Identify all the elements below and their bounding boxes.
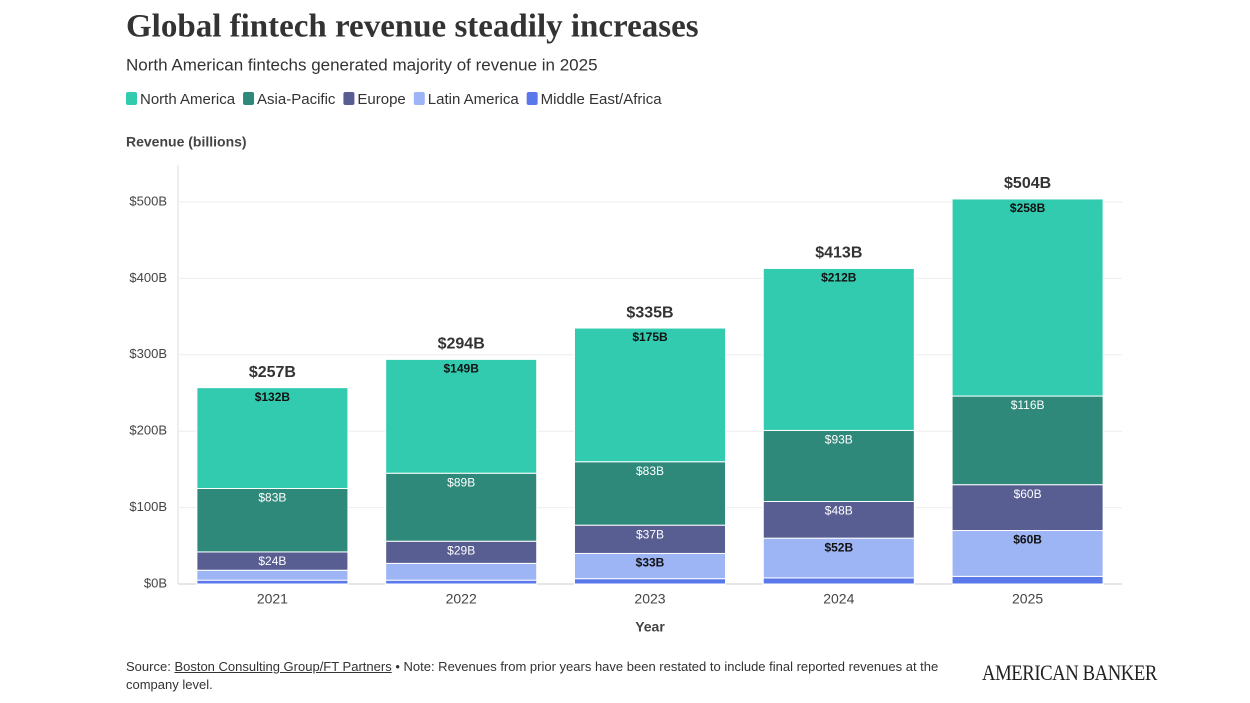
bar-segment bbox=[385, 579, 538, 585]
bar-segment bbox=[762, 500, 915, 539]
data-label: $149B bbox=[444, 362, 480, 376]
bar-segment bbox=[762, 577, 915, 585]
total-label: $257B bbox=[249, 364, 296, 381]
data-label: $37B bbox=[636, 527, 664, 541]
bar-segment bbox=[385, 358, 538, 474]
bar-segment bbox=[951, 530, 1104, 577]
bar-segment bbox=[762, 267, 915, 431]
y-tick-label: $200B bbox=[129, 423, 167, 438]
bar-segment bbox=[951, 575, 1104, 585]
chart-subtitle: North American fintechs generated majori… bbox=[126, 55, 598, 74]
bar-segment bbox=[762, 537, 915, 579]
total-label: $294B bbox=[438, 336, 485, 353]
bar-segment bbox=[196, 579, 349, 585]
legend-swatch bbox=[413, 92, 425, 105]
bar-segment bbox=[385, 472, 538, 542]
y-tick-label: $0B bbox=[144, 575, 167, 590]
y-tick-label: $100B bbox=[129, 499, 167, 514]
bar-segment bbox=[573, 327, 727, 463]
y-tick-label: $400B bbox=[129, 270, 167, 285]
bar-segment bbox=[951, 198, 1104, 397]
data-label: $83B bbox=[258, 491, 286, 505]
data-label: $60B bbox=[1013, 533, 1042, 547]
data-label: $48B bbox=[825, 504, 853, 518]
total-label: $335B bbox=[626, 304, 673, 321]
x-tick-label: 2024 bbox=[823, 591, 854, 607]
data-label: $89B bbox=[447, 475, 475, 489]
legend-label: Latin America bbox=[428, 91, 520, 108]
total-label: $504B bbox=[1004, 175, 1051, 192]
data-label: $60B bbox=[1014, 487, 1042, 501]
brand-logo: AMERICAN BANKER bbox=[982, 660, 1157, 685]
bar-segment bbox=[196, 387, 349, 490]
data-label: $83B bbox=[636, 464, 664, 478]
legend-label: Asia-Pacific bbox=[257, 91, 336, 108]
x-tick-label: 2023 bbox=[634, 591, 665, 607]
chart-title: Global fintech revenue steadily increase… bbox=[126, 9, 699, 45]
source-prefix: Source: bbox=[126, 659, 171, 674]
source-link[interactable]: Boston Consulting Group/FT Partners bbox=[174, 659, 392, 674]
legend-swatch bbox=[526, 92, 538, 105]
bar-segment bbox=[196, 569, 349, 581]
data-label: $132B bbox=[255, 390, 291, 404]
total-label: $413B bbox=[815, 245, 862, 262]
data-label: $175B bbox=[632, 330, 668, 344]
y-tick-label: $300B bbox=[129, 346, 167, 361]
data-label: $116B bbox=[1011, 398, 1045, 412]
bar-segment bbox=[573, 524, 727, 554]
note: • Note: Revenues from prior years have b… bbox=[126, 659, 939, 692]
legend-label: North America bbox=[140, 91, 236, 108]
legend-swatch bbox=[126, 92, 137, 105]
x-tick-label: 2021 bbox=[257, 591, 288, 607]
legend-label: Middle East/Africa bbox=[541, 91, 663, 108]
legend-swatch bbox=[343, 92, 355, 105]
data-label: $24B bbox=[258, 554, 286, 568]
y-axis-label: Revenue (billions) bbox=[126, 134, 247, 150]
x-tick-label: 2022 bbox=[446, 591, 477, 607]
y-tick-label: $500B bbox=[129, 193, 167, 208]
data-label: $33B bbox=[636, 556, 665, 570]
x-axis-label: Year bbox=[635, 619, 665, 635]
data-label: $258B bbox=[1010, 201, 1046, 215]
legend-swatch bbox=[243, 92, 255, 105]
data-label: $212B bbox=[821, 271, 857, 285]
bar-segment bbox=[951, 395, 1104, 486]
bar-segment bbox=[573, 552, 727, 580]
bar-segment bbox=[762, 429, 915, 502]
data-label: $52B bbox=[824, 540, 853, 554]
legend-label: Europe bbox=[357, 91, 405, 108]
footer: Source: Boston Consulting Group/FT Partn… bbox=[126, 658, 976, 694]
chart: Global fintech revenue steadily increase… bbox=[126, 9, 1122, 635]
data-label: $29B bbox=[447, 543, 475, 557]
bar-segment bbox=[573, 461, 727, 526]
x-tick-label: 2025 bbox=[1012, 591, 1043, 607]
bar-segment bbox=[573, 578, 727, 585]
data-label: $93B bbox=[825, 433, 853, 447]
bar-segment bbox=[385, 562, 538, 581]
